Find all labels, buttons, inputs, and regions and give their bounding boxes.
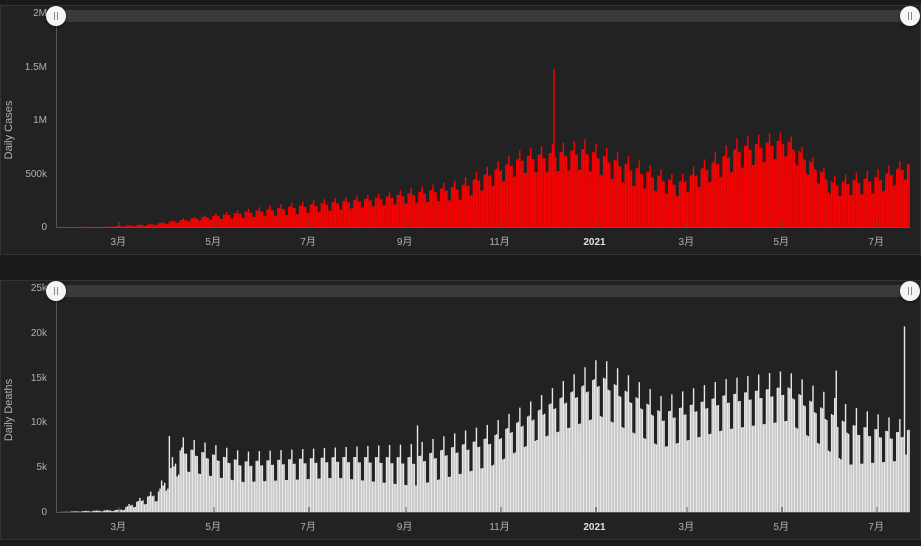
range-handle-right[interactable]: [900, 6, 920, 26]
x-tick-mark: [309, 507, 310, 512]
x-tick-mark: [687, 507, 688, 512]
dashboard-root: { "layout":{ "page_width":921, "page_hei…: [0, 0, 921, 546]
range-handle-right[interactable]: [900, 281, 920, 301]
x-tick-label: 2021: [583, 522, 605, 533]
range-handle-left[interactable]: [46, 281, 66, 301]
x-tick-label: 3月: [679, 518, 695, 533]
x-axis: 3月 5月 7月 9月 11月 2021 3月 5月 7月: [56, 232, 910, 250]
x-tick-mark: [782, 507, 783, 512]
x-tick-label: 5月: [773, 518, 789, 533]
y-tick-label: 15k: [31, 374, 47, 384]
x-tick-label: 3月: [110, 518, 126, 533]
y-tick-label: 1M: [33, 116, 47, 126]
bar-series: [57, 69, 910, 227]
y-axis-ticks: 05k10k15k20k25k: [1, 291, 51, 513]
plot-area[interactable]: [56, 16, 910, 228]
x-tick-label: 9月: [397, 233, 413, 248]
x-axis: 3月 5月 7月 9月 11月 2021 3月 5月 7月: [56, 517, 910, 535]
x-tick-mark: [595, 222, 596, 227]
x-tick-mark: [500, 507, 501, 512]
x-tick-label: 3月: [679, 233, 695, 248]
x-tick-mark: [877, 222, 878, 227]
x-tick-label: 2021: [583, 237, 605, 248]
x-tick-label: 5月: [205, 518, 221, 533]
chart-panel-cases: Daily Cases0500k1M1.5M2M3月5月7月9月11月20213…: [0, 5, 921, 255]
x-tick-mark: [500, 222, 501, 227]
x-tick-mark: [119, 507, 120, 512]
x-tick-mark: [405, 507, 406, 512]
x-tick-label: 11月: [489, 518, 509, 533]
y-tick-label: 1.5M: [25, 63, 47, 73]
bar-series: [57, 326, 910, 512]
x-tick-label: 9月: [397, 518, 413, 533]
range-handle-left[interactable]: [46, 6, 66, 26]
x-tick-mark: [782, 222, 783, 227]
y-tick-label: 2M: [33, 9, 47, 19]
y-tick-label: 5k: [36, 463, 47, 473]
x-tick-label: 11月: [489, 233, 509, 248]
x-tick-mark: [119, 222, 120, 227]
x-tick-mark: [214, 222, 215, 227]
plot-area[interactable]: [56, 291, 910, 513]
y-tick-label: 25k: [31, 284, 47, 294]
x-tick-label: 7月: [868, 233, 884, 248]
range-scrollbar[interactable]: [56, 10, 910, 22]
bars-svg: [57, 16, 910, 227]
x-tick-label: 5月: [773, 233, 789, 248]
x-tick-mark: [309, 222, 310, 227]
x-tick-mark: [595, 507, 596, 512]
y-tick-label: 0: [41, 508, 47, 518]
y-tick-label: 0: [41, 223, 47, 233]
x-tick-label: 3月: [110, 233, 126, 248]
x-tick-mark: [405, 222, 406, 227]
range-scrollbar[interactable]: [56, 285, 910, 297]
y-tick-label: 20k: [31, 329, 47, 339]
x-tick-mark: [687, 222, 688, 227]
y-tick-label: 500k: [25, 170, 47, 180]
x-tick-label: 7月: [300, 233, 316, 248]
x-tick-mark: [877, 507, 878, 512]
y-axis-ticks: 0500k1M1.5M2M: [1, 16, 51, 228]
x-tick-mark: [214, 507, 215, 512]
bars-svg: [57, 291, 910, 512]
chart-panel-deaths: Daily Deaths05k10k15k20k25k3月5月7月9月11月20…: [0, 280, 921, 540]
x-tick-label: 7月: [868, 518, 884, 533]
y-tick-label: 10k: [31, 418, 47, 428]
x-tick-label: 7月: [300, 518, 316, 533]
x-tick-label: 5月: [205, 233, 221, 248]
